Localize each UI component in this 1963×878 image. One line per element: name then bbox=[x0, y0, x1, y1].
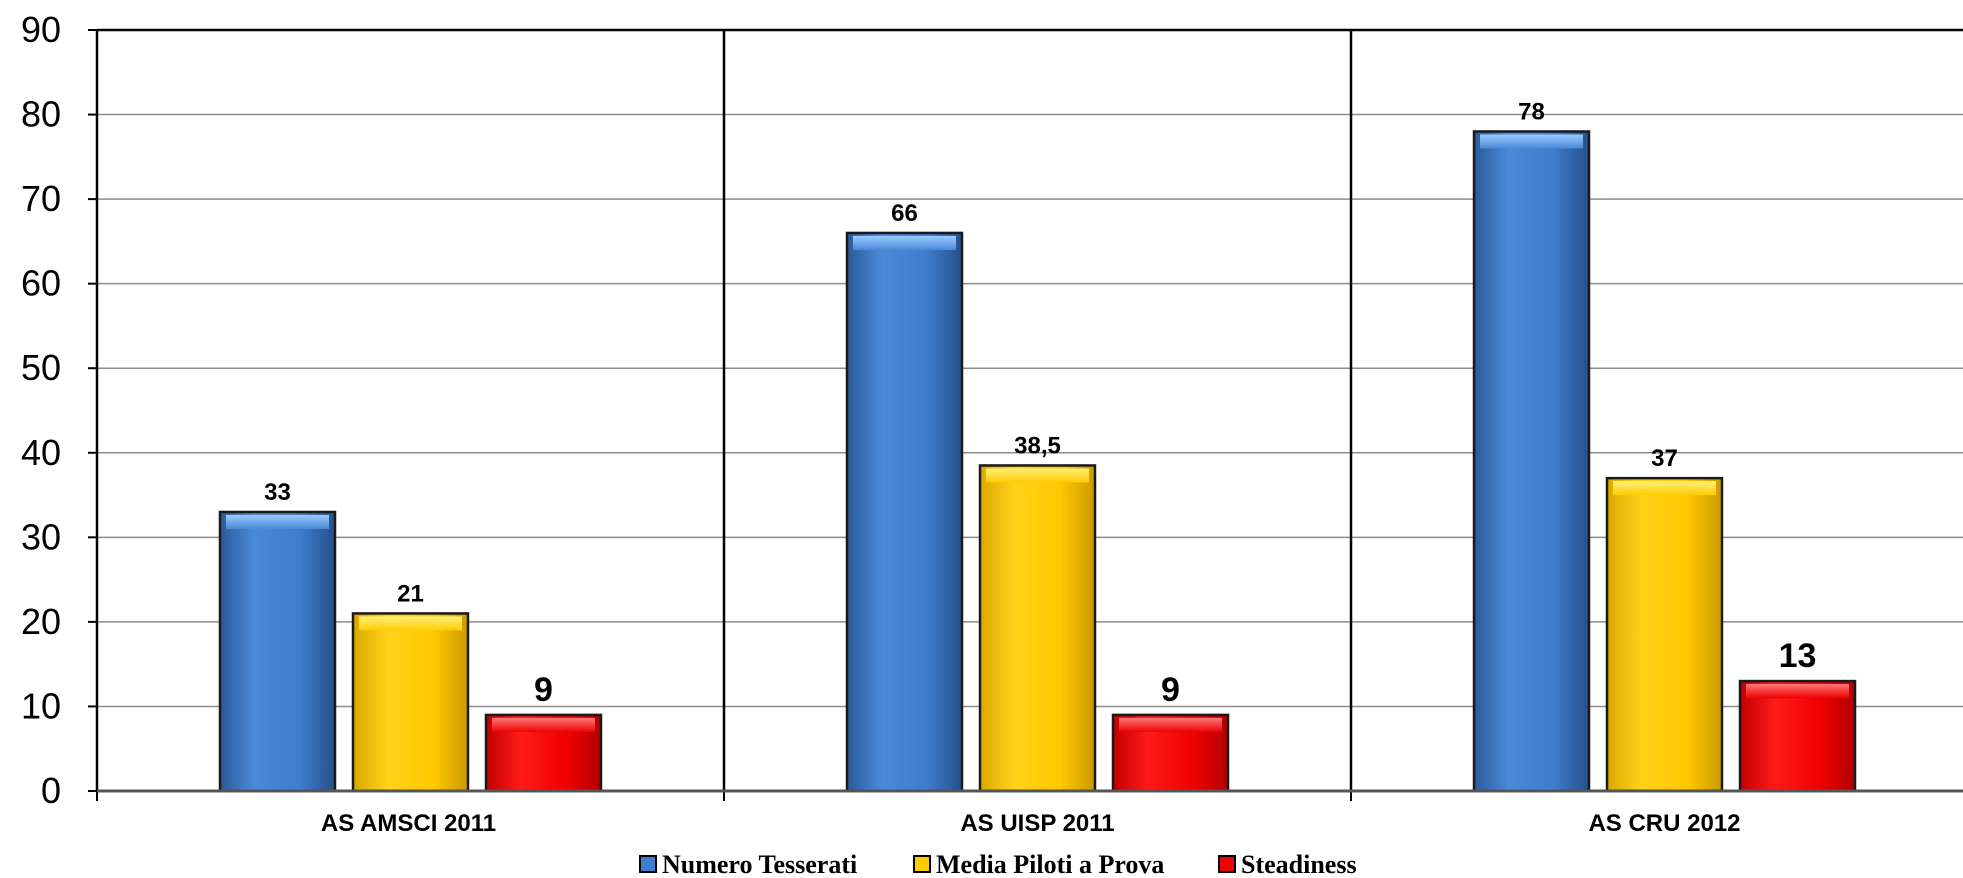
y-tick-label: 20 bbox=[21, 601, 61, 642]
data-label: 66 bbox=[891, 200, 918, 227]
bar-highlight bbox=[1746, 684, 1849, 699]
y-tick-label: 50 bbox=[21, 347, 61, 388]
bar-highlight bbox=[1613, 481, 1716, 496]
legend: Numero Tesserati Media Piloti a Prova Stea… bbox=[639, 850, 1357, 878]
data-label: 78 bbox=[1518, 98, 1545, 125]
bar bbox=[845, 231, 964, 793]
bar bbox=[1605, 476, 1724, 793]
category-label: AS UISP 2011 bbox=[960, 810, 1114, 837]
y-tick-label: 0 bbox=[41, 770, 61, 811]
y-tick-label: 10 bbox=[21, 685, 61, 726]
legend-swatch bbox=[913, 855, 931, 873]
bar-highlight bbox=[853, 235, 956, 250]
bar-highlight bbox=[226, 514, 329, 529]
y-tick-label: 60 bbox=[21, 263, 61, 304]
data-label: 21 bbox=[397, 580, 424, 607]
bar-highlight bbox=[986, 468, 1089, 483]
category-label: AS CRU 2012 bbox=[1588, 810, 1740, 837]
data-label: 9 bbox=[534, 671, 553, 709]
bar bbox=[978, 464, 1097, 793]
data-label: 13 bbox=[1779, 637, 1817, 675]
y-tick-label: 90 bbox=[21, 9, 61, 50]
legend-swatch bbox=[639, 855, 657, 873]
bar-highlight bbox=[359, 616, 462, 631]
bar-highlight bbox=[492, 717, 595, 732]
bar-highlight bbox=[1119, 717, 1222, 732]
labels-layer: 0 10 20 30 40 50 60 70 80 90 33 21 9 AS AMSCI 2011 66 3… bbox=[21, 9, 1816, 837]
data-label: 37 bbox=[1651, 445, 1678, 472]
y-tick-label: 30 bbox=[21, 516, 61, 557]
legend-label: Steadiness bbox=[1241, 850, 1357, 878]
category-label: AS AMSCI 2011 bbox=[321, 810, 496, 837]
legend-label: Media Piloti a Prova bbox=[936, 850, 1164, 878]
bars-layer bbox=[218, 130, 1857, 793]
axes-layer bbox=[88, 28, 1963, 801]
y-tick-label: 40 bbox=[21, 432, 61, 473]
data-label: 9 bbox=[1161, 671, 1180, 709]
data-label: 33 bbox=[264, 479, 291, 506]
bar bbox=[1472, 130, 1591, 793]
y-tick-label: 70 bbox=[21, 178, 61, 219]
y-tick-label: 80 bbox=[21, 94, 61, 135]
bar bbox=[218, 510, 337, 793]
legend-label: Numero Tesserati bbox=[662, 850, 857, 878]
bar-highlight bbox=[1480, 134, 1583, 149]
data-label: 38,5 bbox=[1014, 432, 1061, 459]
bar bbox=[351, 612, 470, 793]
legend-swatch bbox=[1218, 855, 1236, 873]
